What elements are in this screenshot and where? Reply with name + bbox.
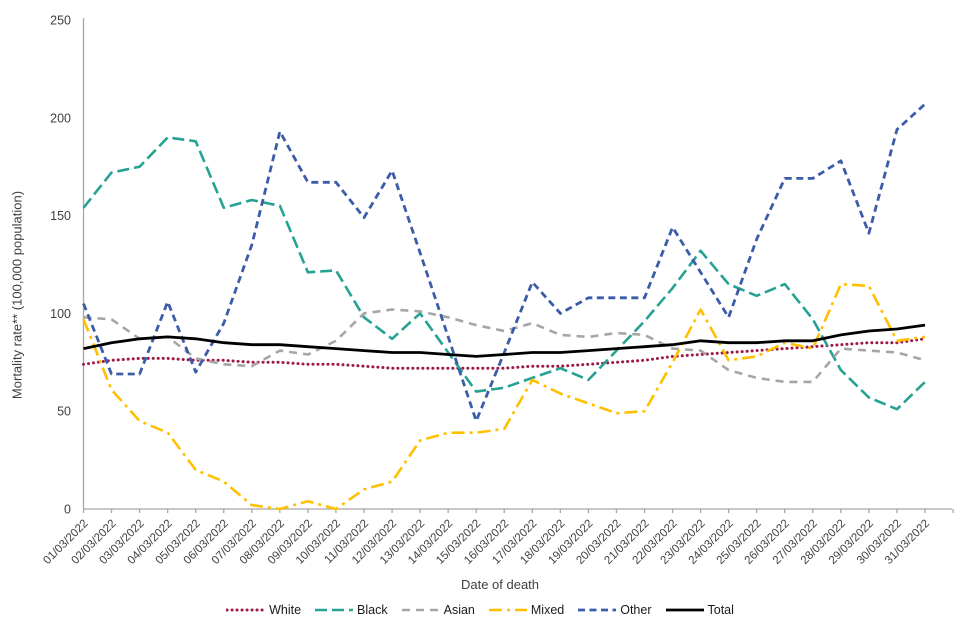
legend-swatch-asian — [401, 608, 440, 612]
x-axis-title: Date of death — [460, 577, 540, 592]
legend-item-white: White — [226, 603, 301, 617]
chart-legend: White Black Asian Mixed Other Total — [0, 603, 960, 617]
y-tick-label: 150 — [50, 209, 71, 223]
legend-item-other: Other — [577, 603, 652, 617]
legend-label: Mixed — [530, 603, 565, 617]
legend-label: Asian — [443, 603, 475, 617]
y-tick-label: 50 — [57, 405, 71, 419]
y-tick-label: 0 — [64, 503, 71, 517]
legend-label: Other — [620, 603, 652, 617]
series-line-white — [82, 337, 927, 370]
legend-item-mixed: Mixed — [488, 603, 564, 617]
legend-swatch-other — [578, 608, 617, 612]
series-line-other — [82, 103, 926, 423]
y-tick-label: 250 — [50, 14, 71, 28]
legend-label: Black — [357, 603, 388, 617]
series-line-black — [82, 136, 926, 411]
legend-swatch-mixed — [488, 608, 527, 612]
legend-item-black: Black — [314, 603, 388, 617]
legend-label: White — [269, 603, 302, 617]
series-line-mixed — [82, 282, 926, 511]
legend-swatch-black — [315, 608, 354, 612]
legend-item-total: Total — [665, 603, 734, 617]
legend-label: Total — [707, 603, 734, 617]
legend-swatch-white — [226, 608, 267, 612]
series-line-total — [83, 323, 926, 358]
y-tick-label: 100 — [50, 307, 71, 321]
legend-swatch-total — [665, 608, 704, 612]
series-line-asian — [83, 308, 926, 384]
y-tick-label: 200 — [50, 111, 71, 125]
legend-item-asian: Asian — [401, 603, 475, 617]
